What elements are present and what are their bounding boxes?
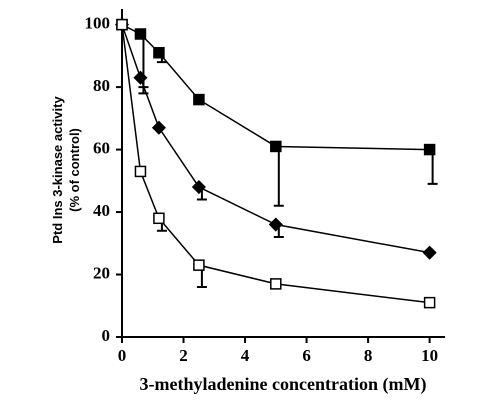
series-line <box>121 24 430 254</box>
marker <box>153 212 165 225</box>
y-tick-label: 0 <box>102 326 111 345</box>
marker <box>270 140 282 153</box>
marker <box>133 70 148 85</box>
series-line <box>121 23 430 151</box>
error-bar <box>273 146 284 207</box>
y-tick-label: 20 <box>93 263 110 282</box>
y-tick-label: 40 <box>93 201 110 220</box>
x-axis-label: 3-methyladenine concentration (mM) <box>140 374 427 395</box>
y-axis-label: Ptd Ins 3-kinase activity <box>50 96 65 244</box>
marker <box>151 120 166 135</box>
x-tick-label: 4 <box>241 346 250 365</box>
marker <box>191 179 206 195</box>
x-tick-label: 6 <box>302 346 311 365</box>
marker <box>193 259 205 271</box>
x-tick-label: 0 <box>118 346 127 365</box>
x-tick-label: 2 <box>179 346 188 365</box>
marker <box>268 217 283 232</box>
marker <box>116 18 128 31</box>
marker <box>153 46 165 59</box>
marker <box>134 28 147 40</box>
x-tick-label: 8 <box>364 346 373 365</box>
x-tick-label: 10 <box>421 346 438 365</box>
marker <box>193 93 205 106</box>
y-tick-label: 60 <box>93 138 110 157</box>
marker <box>134 165 147 178</box>
marker <box>270 278 282 290</box>
y-axis-label: (% of control) <box>67 128 82 212</box>
series-line <box>121 24 430 304</box>
marker <box>422 245 437 260</box>
marker <box>423 143 436 156</box>
y-tick-label: 100 <box>85 14 111 33</box>
y-tick-label: 80 <box>93 76 110 95</box>
marker <box>423 296 436 309</box>
